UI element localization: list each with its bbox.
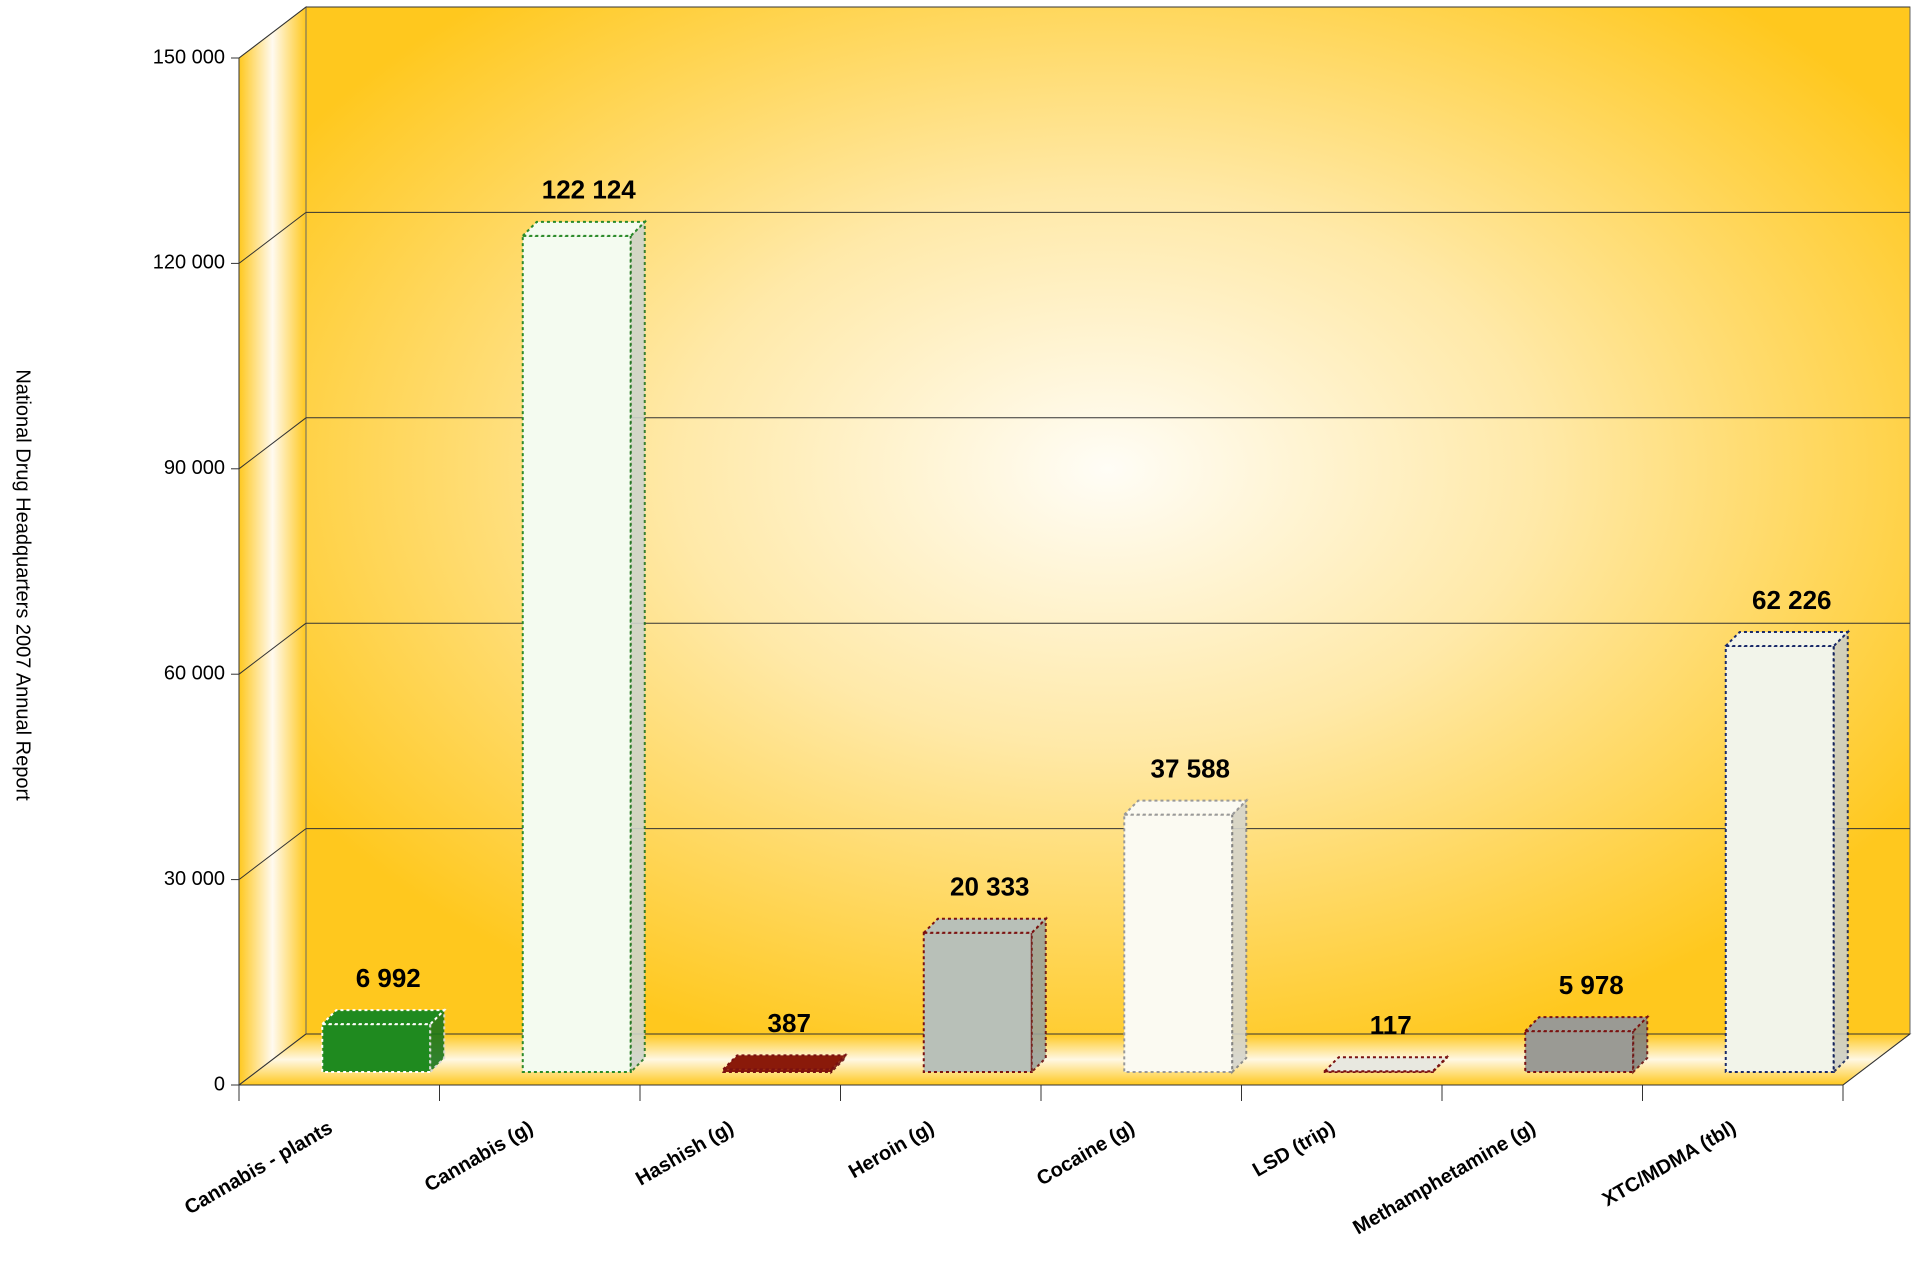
bar <box>319 1007 447 1075</box>
y-tick-label: 60 000 <box>164 662 225 684</box>
bar <box>1121 798 1249 1075</box>
bar-top <box>520 220 648 237</box>
y-tick-label: 150 000 <box>153 46 225 68</box>
bar-top <box>1322 1056 1450 1073</box>
y-tick-label: 120 000 <box>153 252 225 274</box>
value-label: 122 124 <box>542 175 637 205</box>
value-label: 20 333 <box>950 872 1030 902</box>
grid-line <box>238 828 307 880</box>
floor-edge <box>1842 1033 1911 1086</box>
y-axis-title: National Drug Headquarters 2007 Annual R… <box>12 369 34 801</box>
value-label: 5 978 <box>1559 970 1624 1000</box>
x-tick-label: Hashish (g) <box>632 1117 737 1191</box>
x-tick-label: Methamphetamine (g) <box>1349 1117 1539 1239</box>
bar-front <box>1724 644 1835 1073</box>
bar-side <box>1832 629 1849 1075</box>
value-label: 6 992 <box>356 963 421 993</box>
bar-top <box>921 917 1049 934</box>
side-wall <box>238 5 307 1087</box>
y-tick-label: 0 <box>214 1073 225 1095</box>
bar <box>1723 629 1851 1075</box>
y-tick-label: 30 000 <box>164 868 225 890</box>
bar <box>921 916 1049 1075</box>
value-label: 62 226 <box>1752 585 1832 615</box>
bar-top <box>720 1054 848 1071</box>
bar <box>1322 1054 1450 1075</box>
bar-front <box>521 234 632 1074</box>
bar-front <box>922 931 1033 1074</box>
bar-side <box>1030 916 1047 1075</box>
x-tick-label: Cannabis - plants <box>181 1117 336 1219</box>
x-tick-label: LSD (trip) <box>1249 1117 1339 1182</box>
bar-top <box>1723 630 1851 647</box>
value-label: 387 <box>768 1008 811 1038</box>
grid-line <box>238 1033 307 1086</box>
bar <box>1522 1014 1650 1075</box>
grid-line <box>238 6 307 59</box>
bar-front <box>321 1023 432 1073</box>
x-tick-label: Cocaine (g) <box>1033 1117 1138 1191</box>
grid-line <box>238 212 307 264</box>
bar-top <box>1522 1016 1650 1033</box>
grid-line <box>238 417 307 470</box>
value-label: 37 588 <box>1150 754 1230 784</box>
bar-side <box>1231 798 1248 1075</box>
bar <box>720 1052 848 1075</box>
bar-front <box>1524 1030 1635 1074</box>
floor <box>237 1033 1912 1086</box>
x-tick-label: XTC/MDMA (tbl) <box>1599 1117 1740 1211</box>
bar-top <box>319 1009 447 1026</box>
plot-background <box>237 5 1912 1087</box>
bar <box>520 219 648 1075</box>
x-tick-label: Cannabis (g) <box>421 1117 537 1197</box>
value-label: 117 <box>1370 1010 1412 1040</box>
bar-side <box>629 219 646 1075</box>
x-tick-label: Heroin (g) <box>845 1117 938 1183</box>
grid-line <box>238 622 307 675</box>
bar-top <box>1121 799 1249 816</box>
bar-front <box>1123 813 1234 1074</box>
y-tick-label: 90 000 <box>164 457 225 479</box>
